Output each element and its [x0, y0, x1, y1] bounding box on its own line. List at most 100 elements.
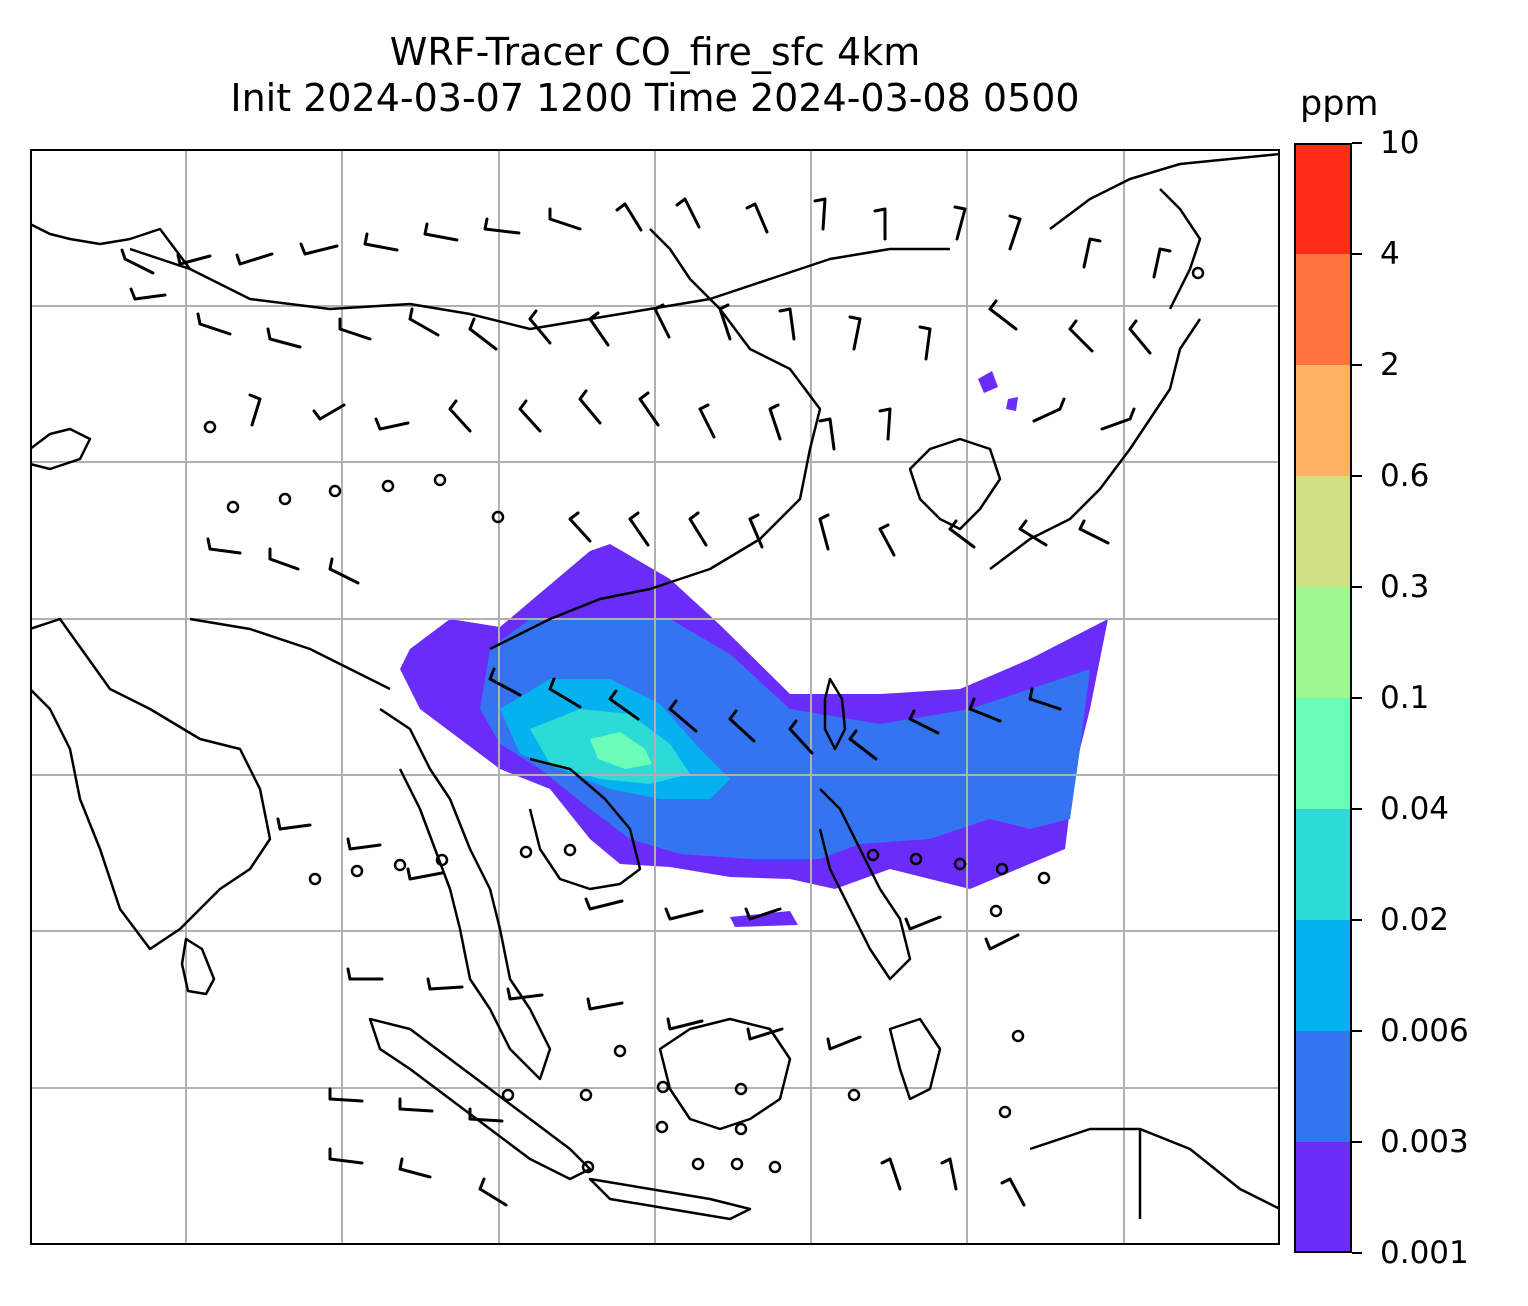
wind-barb: [129, 287, 167, 301]
coastline-indochina: [379, 707, 552, 1081]
colorbar-segment: [1294, 254, 1352, 365]
wind-barb: [688, 511, 708, 547]
colorbar-tick-mark: [1352, 1030, 1362, 1032]
wind-barb: [698, 403, 716, 439]
wind-barb: [506, 987, 544, 1001]
plume-patch-north-2: [1006, 397, 1018, 411]
wind-barb: [406, 867, 444, 881]
colorbar-tick-mark: [1352, 475, 1362, 477]
wind-barb: [518, 399, 542, 433]
coastline-russia: [1049, 152, 1280, 230]
wind-barb: [1018, 519, 1048, 547]
calm-circle: [734, 1082, 748, 1096]
calm-circle: [278, 492, 292, 506]
colorbar-tick-label: 0.006: [1380, 1013, 1469, 1049]
coastline-java: [588, 1177, 752, 1221]
wind-barb: [746, 1027, 784, 1041]
colorbar-segment: [1294, 365, 1352, 476]
wind-barb: [268, 547, 300, 571]
wind-barb: [1128, 319, 1152, 355]
coastline-new-guinea: [1029, 1127, 1280, 1211]
calm-circle: [998, 1105, 1012, 1119]
wind-barb: [374, 417, 410, 431]
colorbar-tick-label: 0.3: [1380, 569, 1430, 605]
colorbar-tick-label: 4: [1380, 236, 1400, 272]
calm-circle: [655, 1120, 669, 1134]
wind-barb: [908, 709, 940, 735]
wind-barb: [468, 1107, 504, 1123]
colorbar-tick-label: 0.1: [1380, 680, 1430, 716]
wind-barb: [1068, 319, 1094, 353]
coastline-sulawesi: [888, 1017, 942, 1101]
wind-barb: [548, 677, 582, 709]
wind-barb: [584, 897, 624, 911]
wind-barb: [548, 207, 582, 231]
calm-circle: [226, 500, 240, 514]
wind-barb: [568, 511, 592, 543]
calm-circle: [579, 1088, 593, 1102]
wind-barb: [312, 403, 346, 421]
colorbar-tick-label: 10: [1380, 125, 1420, 161]
colorbar-segment: [1294, 476, 1352, 587]
wind-barb: [880, 1157, 902, 1191]
wind-barb: [818, 417, 836, 451]
wind-barb: [266, 327, 302, 349]
wind-barb: [788, 719, 814, 755]
wind-barb: [918, 325, 932, 361]
wind-barb: [968, 697, 1002, 723]
coastline-west-2: [30, 427, 92, 471]
colorbar-tick-mark: [1352, 697, 1362, 699]
wind-barbs: [120, 197, 1172, 1207]
calm-circle: [613, 1044, 627, 1058]
coastline-india: [30, 617, 272, 951]
wind-barb: [768, 403, 782, 441]
wind-barb: [1082, 237, 1102, 269]
wind-barb: [398, 1097, 434, 1113]
calm-circle: [581, 1160, 595, 1174]
wind-barb: [668, 699, 698, 733]
calm-circle: [501, 1088, 515, 1102]
wind-barb: [299, 242, 339, 256]
calm-circle: [847, 1088, 861, 1102]
wind-barb: [718, 303, 732, 341]
calm-circle: [953, 857, 967, 871]
wind-barb: [1000, 1177, 1026, 1207]
wind-barb: [608, 689, 640, 721]
coastline-japan: [989, 318, 1202, 570]
calm-circle: [656, 1080, 670, 1094]
wind-barb: [984, 933, 1020, 951]
calm-circle: [866, 848, 880, 862]
colorbar-segment: [1294, 1142, 1352, 1253]
calm-circle: [563, 843, 577, 857]
plume-patch-north: [978, 371, 998, 393]
wind-barb: [818, 513, 830, 551]
coastline-china: [489, 228, 822, 651]
wind-barb: [448, 399, 472, 433]
wind-barb: [653, 303, 671, 339]
wind-barb: [1028, 687, 1062, 711]
calm-circle: [308, 872, 322, 886]
calm-circle: [393, 858, 407, 872]
wind-barb: [748, 513, 764, 549]
coastline-borneo: [658, 1017, 792, 1131]
plume-level-0.04: [590, 732, 652, 769]
colorbar-tick-mark: [1352, 586, 1362, 588]
wind-barb: [878, 523, 896, 557]
colorbar-tick-mark: [1352, 364, 1362, 366]
wind-barb: [628, 511, 650, 547]
colorbar-tick-mark: [1352, 142, 1362, 144]
wind-barb: [953, 205, 967, 241]
wind-barb: [468, 317, 498, 351]
colorbar-segment: [1294, 920, 1352, 1031]
calm-circle: [734, 1122, 748, 1136]
wind-barb: [588, 311, 610, 347]
wind-barb: [745, 202, 769, 234]
wind-barb: [948, 519, 976, 549]
coastline-taiwan: [823, 677, 847, 751]
wind-barb: [615, 202, 643, 232]
coastline-sri-lanka: [180, 937, 216, 996]
wind-barb: [483, 217, 521, 235]
colorbar-segment: [1294, 143, 1352, 254]
wind-barb: [988, 299, 1018, 331]
wind-barb: [826, 1035, 862, 1051]
